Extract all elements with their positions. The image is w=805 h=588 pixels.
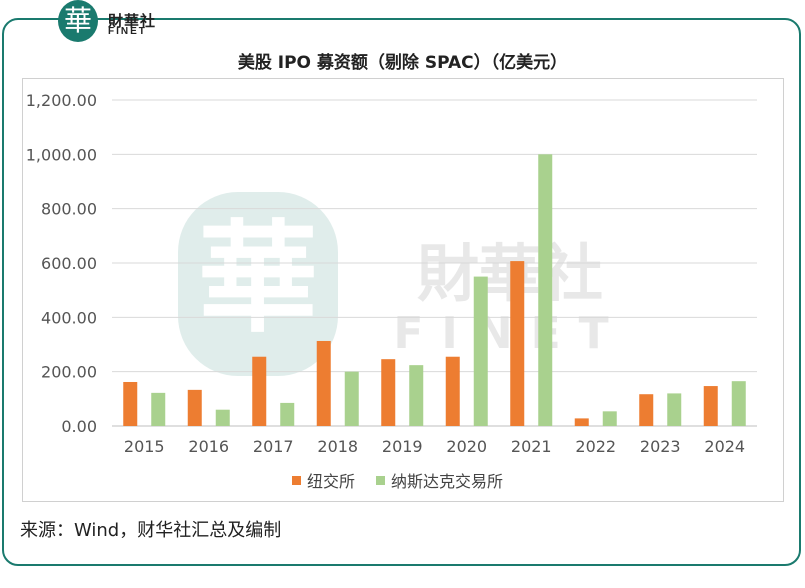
y-tick-label: 600.00: [41, 254, 97, 273]
x-tick-label: 2016: [188, 437, 229, 456]
y-tick-label: 1,000.00: [26, 145, 97, 164]
legend-label: 纽交所: [307, 472, 355, 491]
bar-nasdaq-2018: [344, 371, 359, 426]
bar-nyse-2017: [252, 356, 267, 426]
bar-nasdaq-2021: [538, 154, 553, 427]
watermark-glyph: 華: [198, 210, 318, 349]
y-tick-label: 800.00: [41, 200, 97, 219]
logo-name-en: FINET: [108, 26, 147, 37]
bar-nasdaq-2015: [151, 392, 166, 426]
bar-nyse-2019: [381, 359, 396, 426]
bar-nasdaq-2019: [409, 365, 424, 426]
x-tick-label: 2024: [704, 437, 745, 456]
bar-nasdaq-2023: [667, 393, 682, 426]
bar-nyse-2021: [510, 261, 525, 426]
finet-logo-icon: 華: [58, 0, 98, 42]
bar-nasdaq-2017: [280, 402, 295, 426]
y-tick-label: 400.00: [41, 308, 97, 327]
watermark-name-en: FINET: [393, 308, 626, 359]
x-tick-label: 2023: [640, 437, 681, 456]
bar-nasdaq-2022: [602, 411, 617, 426]
watermark-badge: [178, 192, 338, 376]
watermark-name-cn: 財華社: [417, 237, 603, 310]
bar-nasdaq-2020: [473, 276, 488, 426]
x-tick-label: 2019: [382, 437, 423, 456]
x-tick-label: 2020: [446, 437, 487, 456]
x-tick-label: 2022: [575, 437, 616, 456]
bar-nasdaq-2024: [731, 381, 746, 426]
bar-nyse-2018: [316, 340, 331, 426]
bar-nasdaq-2016: [215, 409, 230, 426]
x-tick-label: 2015: [124, 437, 165, 456]
bar-nyse-2023: [639, 394, 654, 426]
chart-title: 美股 IPO 募资额（剔除 SPAC）（亿美元）: [237, 53, 568, 73]
logo-name-cn: 財華社: [108, 12, 157, 30]
bar-nyse-2022: [574, 418, 589, 426]
legend-label: 纳斯达克交易所: [391, 472, 503, 491]
legend-swatch: [376, 476, 385, 485]
legend-swatch: [292, 476, 301, 485]
x-tick-label: 2017: [253, 437, 294, 456]
bar-nyse-2015: [123, 381, 138, 426]
x-tick-label: 2021: [511, 437, 552, 456]
y-tick-label: 0.00: [61, 417, 97, 436]
y-tick-label: 200.00: [41, 363, 97, 382]
x-tick-label: 2018: [317, 437, 358, 456]
y-tick-label: 1,200.00: [26, 91, 97, 110]
plot-area-border: [22, 78, 784, 502]
source-note: 来源：Wind，财华社汇总及编制: [20, 520, 282, 541]
bar-nyse-2024: [703, 386, 718, 426]
finet-watermark: 華 財華社 FINET: [178, 192, 626, 376]
bar-nyse-2016: [187, 389, 202, 426]
chart-frame: [2, 18, 801, 566]
bar-nyse-2020: [445, 356, 460, 426]
